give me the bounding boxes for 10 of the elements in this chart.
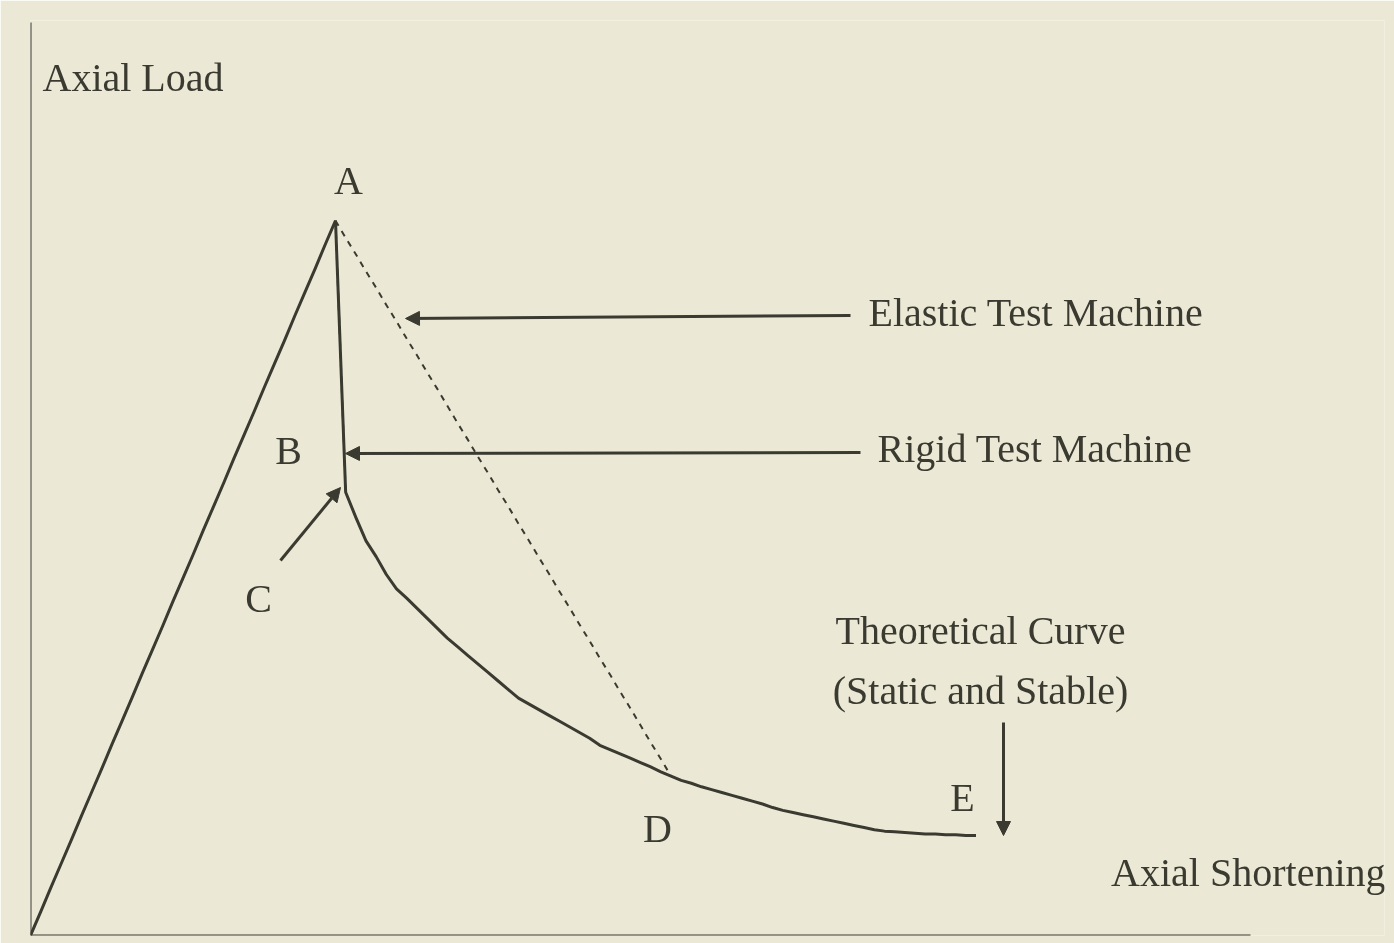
annotation: B: [275, 428, 302, 473]
annotation: Elastic Test Machine: [868, 290, 1203, 335]
annotation: D: [643, 806, 672, 851]
annotation: E: [950, 775, 975, 820]
annotation: Rigid Test Machine: [877, 426, 1192, 471]
text: A: [334, 158, 364, 203]
annotation: C: [245, 576, 272, 621]
annotation: Theoretical Curve (Static and Stable): [832, 608, 1129, 713]
y-axis-title: Axial Load: [42, 55, 224, 100]
x-axis-title: Axial Shortening: [1111, 850, 1386, 895]
